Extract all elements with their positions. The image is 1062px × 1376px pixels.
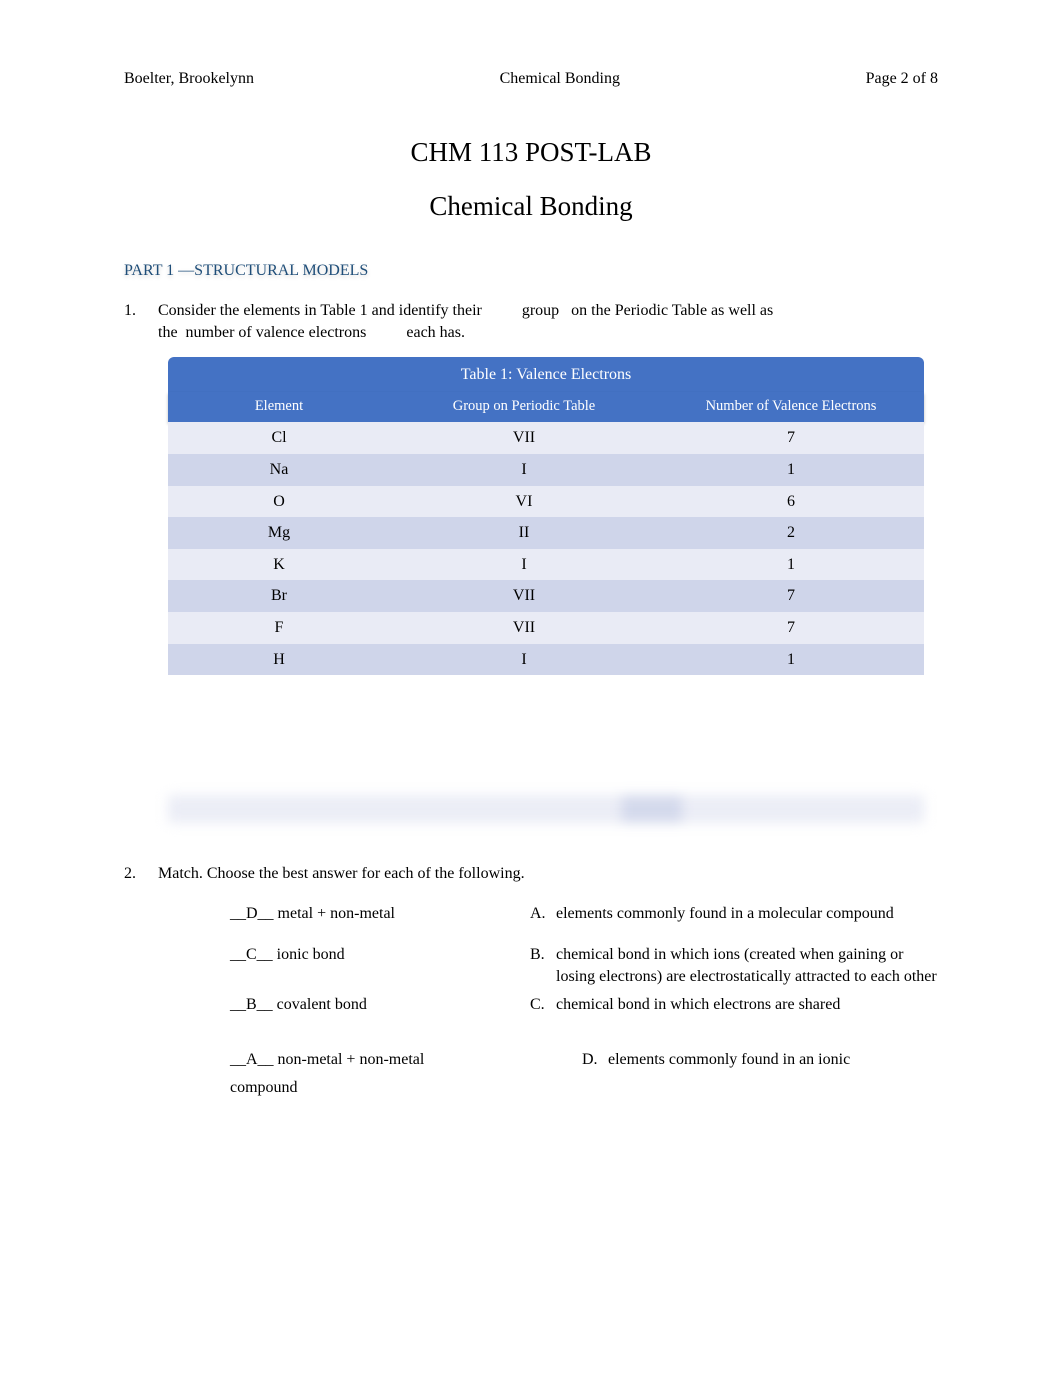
page-header: Boelter, Brookelynn Chemical Bonding Pag… (124, 68, 938, 90)
q1-seg-each: each has. (366, 324, 465, 341)
q1-number: 1. (124, 300, 144, 343)
valence-table: Table 1: Valence Electrons Element Group… (168, 357, 924, 675)
cell-element: O (168, 486, 390, 518)
question-1: 1. Consider the elements in Table 1 and … (124, 300, 938, 343)
table-title-prefix: Table 1: (461, 366, 516, 383)
cell-group: I (390, 549, 658, 581)
match-left: __B__ covalent bond (230, 994, 530, 1016)
q2-body: Match. Choose the best answer for each o… (158, 863, 938, 885)
match-left: __C__ ionic bond (230, 944, 530, 987)
match-text: chemical bond in which ions (created whe… (556, 944, 938, 987)
match-left: __A__ non-metal + non-metal (230, 1049, 530, 1071)
col-group: Group on Periodic Table (390, 392, 658, 423)
table-title: Table 1: Valence Electrons (168, 357, 924, 392)
cell-valence: 7 (658, 612, 924, 644)
match-right: B. chemical bond in which ions (created … (530, 944, 938, 987)
header-center: Chemical Bonding (500, 68, 620, 90)
header-left: Boelter, Brookelynn (124, 68, 254, 90)
cell-group: I (390, 644, 658, 676)
header-right: Page 2 of 8 (866, 68, 938, 90)
cell-group: VII (390, 580, 658, 612)
match-left: __D__ metal + non-metal (230, 903, 530, 925)
cell-valence: 7 (658, 422, 924, 454)
table-row: O VI 6 (168, 486, 924, 518)
match-row: __C__ ionic bond B. chemical bond in whi… (230, 944, 938, 987)
cell-element: F (168, 612, 390, 644)
blurred-strip (168, 795, 924, 823)
question-2: 2. Match. Choose the best answer for eac… (124, 863, 938, 885)
cell-group: VII (390, 422, 658, 454)
match-right: A. elements commonly found in a molecula… (530, 903, 938, 925)
cell-element: H (168, 644, 390, 676)
cell-group: II (390, 517, 658, 549)
table-row: H I 1 (168, 644, 924, 676)
cell-valence: 2 (658, 517, 924, 549)
cell-element: K (168, 549, 390, 581)
table-row: Cl VII 7 (168, 422, 924, 454)
match-block: __D__ metal + non-metal A. elements comm… (230, 903, 938, 1099)
table-row: F VII 7 (168, 612, 924, 644)
table-title-rest: Valence Electrons (516, 366, 631, 383)
cell-group: VI (390, 486, 658, 518)
q1-body: Consider the elements in Table 1 and ide… (158, 300, 938, 343)
match-right: C. chemical bond in which electrons are … (530, 994, 938, 1016)
match-row: __D__ metal + non-metal A. elements comm… (230, 903, 938, 925)
table-row: Mg II 2 (168, 517, 924, 549)
cell-valence: 6 (658, 486, 924, 518)
cell-element: Br (168, 580, 390, 612)
table-body: Cl VII 7 Na I 1 O VI 6 Mg II 2 K I 1 Br … (168, 422, 924, 675)
q2-number: 2. (124, 863, 144, 885)
cell-valence: 7 (658, 580, 924, 612)
match-row: __A__ non-metal + non-metal D. elements … (230, 1049, 938, 1071)
q1-seg-a: Consider the elements in Table 1 and ide… (158, 302, 482, 319)
cell-group: I (390, 454, 658, 486)
cell-valence: 1 (658, 454, 924, 486)
match-label: A. (530, 903, 548, 925)
doc-title-2: Chemical Bonding (124, 188, 938, 224)
table-row: Na I 1 (168, 454, 924, 486)
q1-seg-group: group on the Periodic Table as well as (482, 302, 773, 319)
q1-seg-b: the number of valence electrons (158, 324, 366, 341)
table-row: Br VII 7 (168, 580, 924, 612)
table-row: K I 1 (168, 549, 924, 581)
match-text: chemical bond in which electrons are sha… (556, 994, 938, 1016)
part-1-heading: PART 1 —STRUCTURAL MODELS (124, 260, 938, 282)
cell-element: Cl (168, 422, 390, 454)
cell-valence: 1 (658, 644, 924, 676)
match-label: B. (530, 944, 548, 987)
match-text: elements commonly found in a molecular c… (556, 903, 938, 925)
cell-element: Mg (168, 517, 390, 549)
match-row: __B__ covalent bond C. chemical bond in … (230, 994, 938, 1016)
match-tail: compound (230, 1077, 938, 1099)
match-label: D. (582, 1049, 600, 1071)
cell-valence: 1 (658, 549, 924, 581)
match-right: D. elements commonly found in an ionic (582, 1049, 938, 1071)
col-valence: Number of Valence Electrons (658, 392, 924, 423)
col-element: Element (168, 392, 390, 423)
cell-element: Na (168, 454, 390, 486)
table-header-row: Element Group on Periodic Table Number o… (168, 392, 924, 423)
match-label: C. (530, 994, 548, 1016)
match-text: elements commonly found in an ionic (608, 1049, 938, 1071)
cell-group: VII (390, 612, 658, 644)
doc-title-1: CHM 113 POST-LAB (124, 134, 938, 170)
